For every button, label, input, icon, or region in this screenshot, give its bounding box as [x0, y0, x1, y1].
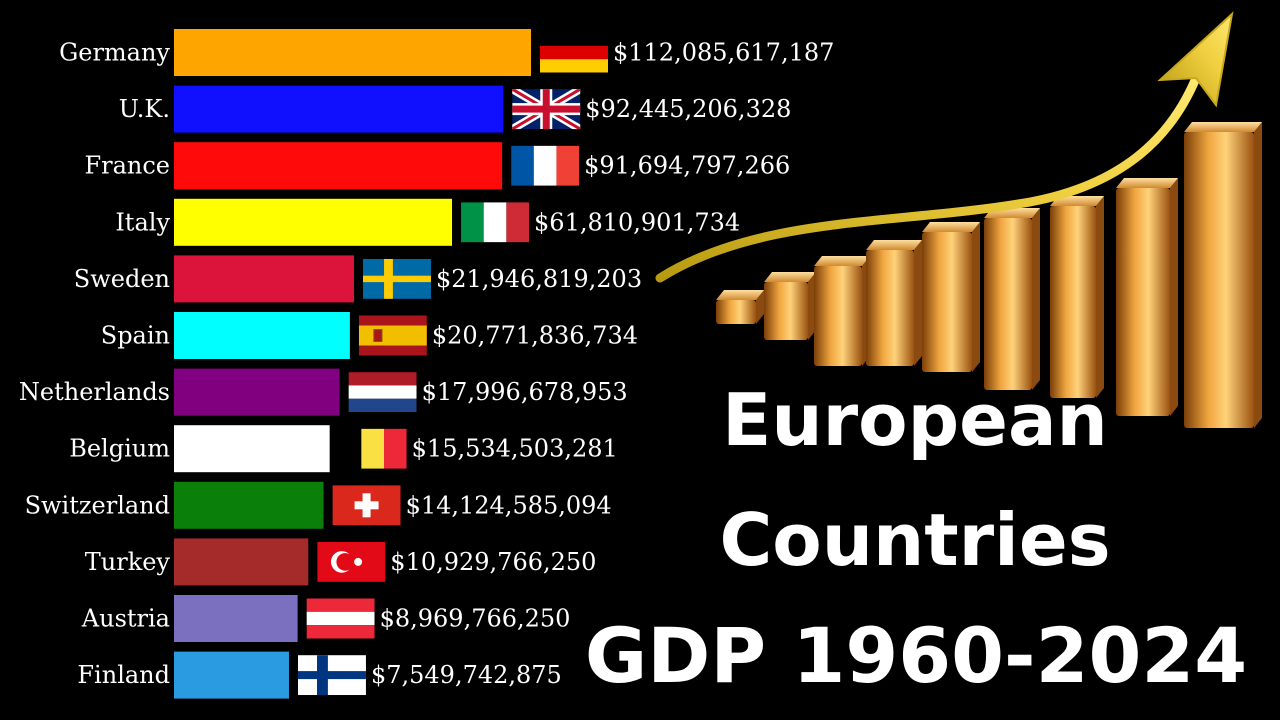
growth-bars-illustration: [655, 11, 1262, 428]
bar-row-spain: Spain $20,771,836,734: [101, 312, 638, 359]
bar-row-austria: Austria $8,969,766,250: [81, 595, 571, 642]
category-label: Turkey: [85, 548, 171, 576]
bar: [174, 85, 504, 133]
bar-row-france: France $91,694,797,266: [84, 142, 790, 190]
value-label: $17,996,678,953: [422, 378, 628, 406]
bar: [174, 481, 324, 529]
bar-row-uk: U.K. $92,445,206,328: [119, 85, 791, 133]
sweden-flag-icon: [362, 258, 431, 299]
spain-flag-icon: [358, 315, 427, 356]
uk-flag-icon: [512, 89, 581, 130]
value-label: $8,969,766,250: [380, 605, 571, 633]
bar: [174, 198, 453, 246]
value-label: $20,771,836,734: [432, 322, 638, 350]
category-label: Sweden: [74, 265, 170, 293]
category-label: Italy: [115, 208, 170, 236]
value-label: $112,085,617,187: [613, 39, 834, 67]
value-label: $14,124,585,094: [406, 491, 612, 519]
switzerland-flag-icon: [332, 485, 401, 526]
bar-row-germany: Germany $112,085,617,187: [59, 29, 834, 76]
gold-bar-9: [1184, 122, 1262, 428]
turkey-flag-icon: [317, 541, 386, 582]
netherlands-flag-icon: [348, 372, 417, 413]
gold-bar-7: [1050, 196, 1104, 398]
arrow-curve: [655, 73, 1201, 283]
value-label: $91,694,797,266: [584, 152, 790, 180]
value-label: $7,549,742,875: [371, 661, 562, 689]
bar-row-finland: Finland $7,549,742,875: [77, 651, 562, 699]
category-label: Switzerland: [25, 491, 170, 519]
bar: [174, 595, 298, 642]
italy-flag-icon: [461, 202, 530, 243]
bar-row-italy: Italy $61,810,901,734: [115, 198, 740, 246]
bar: [174, 651, 289, 699]
category-label: Finland: [77, 661, 170, 689]
bar: [174, 255, 354, 303]
france-flag-icon: [511, 145, 580, 186]
bar-row-sweden: Sweden $21,946,819,203: [74, 255, 642, 303]
value-label: $61,810,901,734: [534, 208, 740, 236]
gold-bar-4: [866, 240, 922, 366]
gold-bar-5: [922, 222, 980, 372]
arrow-head-icon: [1157, 11, 1234, 108]
category-label: Belgium: [69, 435, 170, 463]
bar-row-switzerland: Switzerland $14,124,585,094: [25, 481, 612, 529]
title-line-1: European: [722, 378, 1108, 462]
gold-bar-6: [984, 208, 1040, 390]
belgium-flag-icon: [338, 428, 407, 469]
value-label: $10,929,766,250: [390, 548, 596, 576]
austria-flag-icon: [306, 598, 375, 639]
bar: [174, 142, 503, 190]
bar: [174, 29, 531, 76]
gold-bar-2: [764, 272, 816, 340]
category-label: Germany: [59, 39, 170, 67]
gold-bar-3: [814, 256, 870, 366]
category-label: Netherlands: [19, 378, 170, 406]
bar-row-turkey: Turkey $10,929,766,250: [85, 538, 596, 586]
category-label: Spain: [101, 322, 170, 350]
title-line-2: Countries: [719, 498, 1111, 582]
category-label: France: [84, 152, 170, 180]
category-label: U.K.: [119, 95, 170, 123]
bar: [174, 312, 350, 359]
germany-flag-icon: [540, 32, 608, 73]
gold-bar-8: [1116, 178, 1178, 416]
finland-flag-icon: [297, 655, 366, 696]
bar: [174, 425, 330, 473]
gold-bar-1: [716, 290, 764, 324]
bar-row-belgium: Belgium $15,534,503,281: [69, 425, 618, 473]
value-label: $92,445,206,328: [585, 95, 791, 123]
bar-row-netherlands: Netherlands $17,996,678,953: [19, 368, 628, 416]
value-label: $15,534,503,281: [412, 435, 618, 463]
bar: [174, 368, 340, 416]
value-label: $21,946,819,203: [436, 265, 642, 293]
category-label: Austria: [81, 605, 170, 633]
bar: [174, 538, 309, 586]
title-line-3: GDP 1960-2024: [584, 611, 1248, 700]
